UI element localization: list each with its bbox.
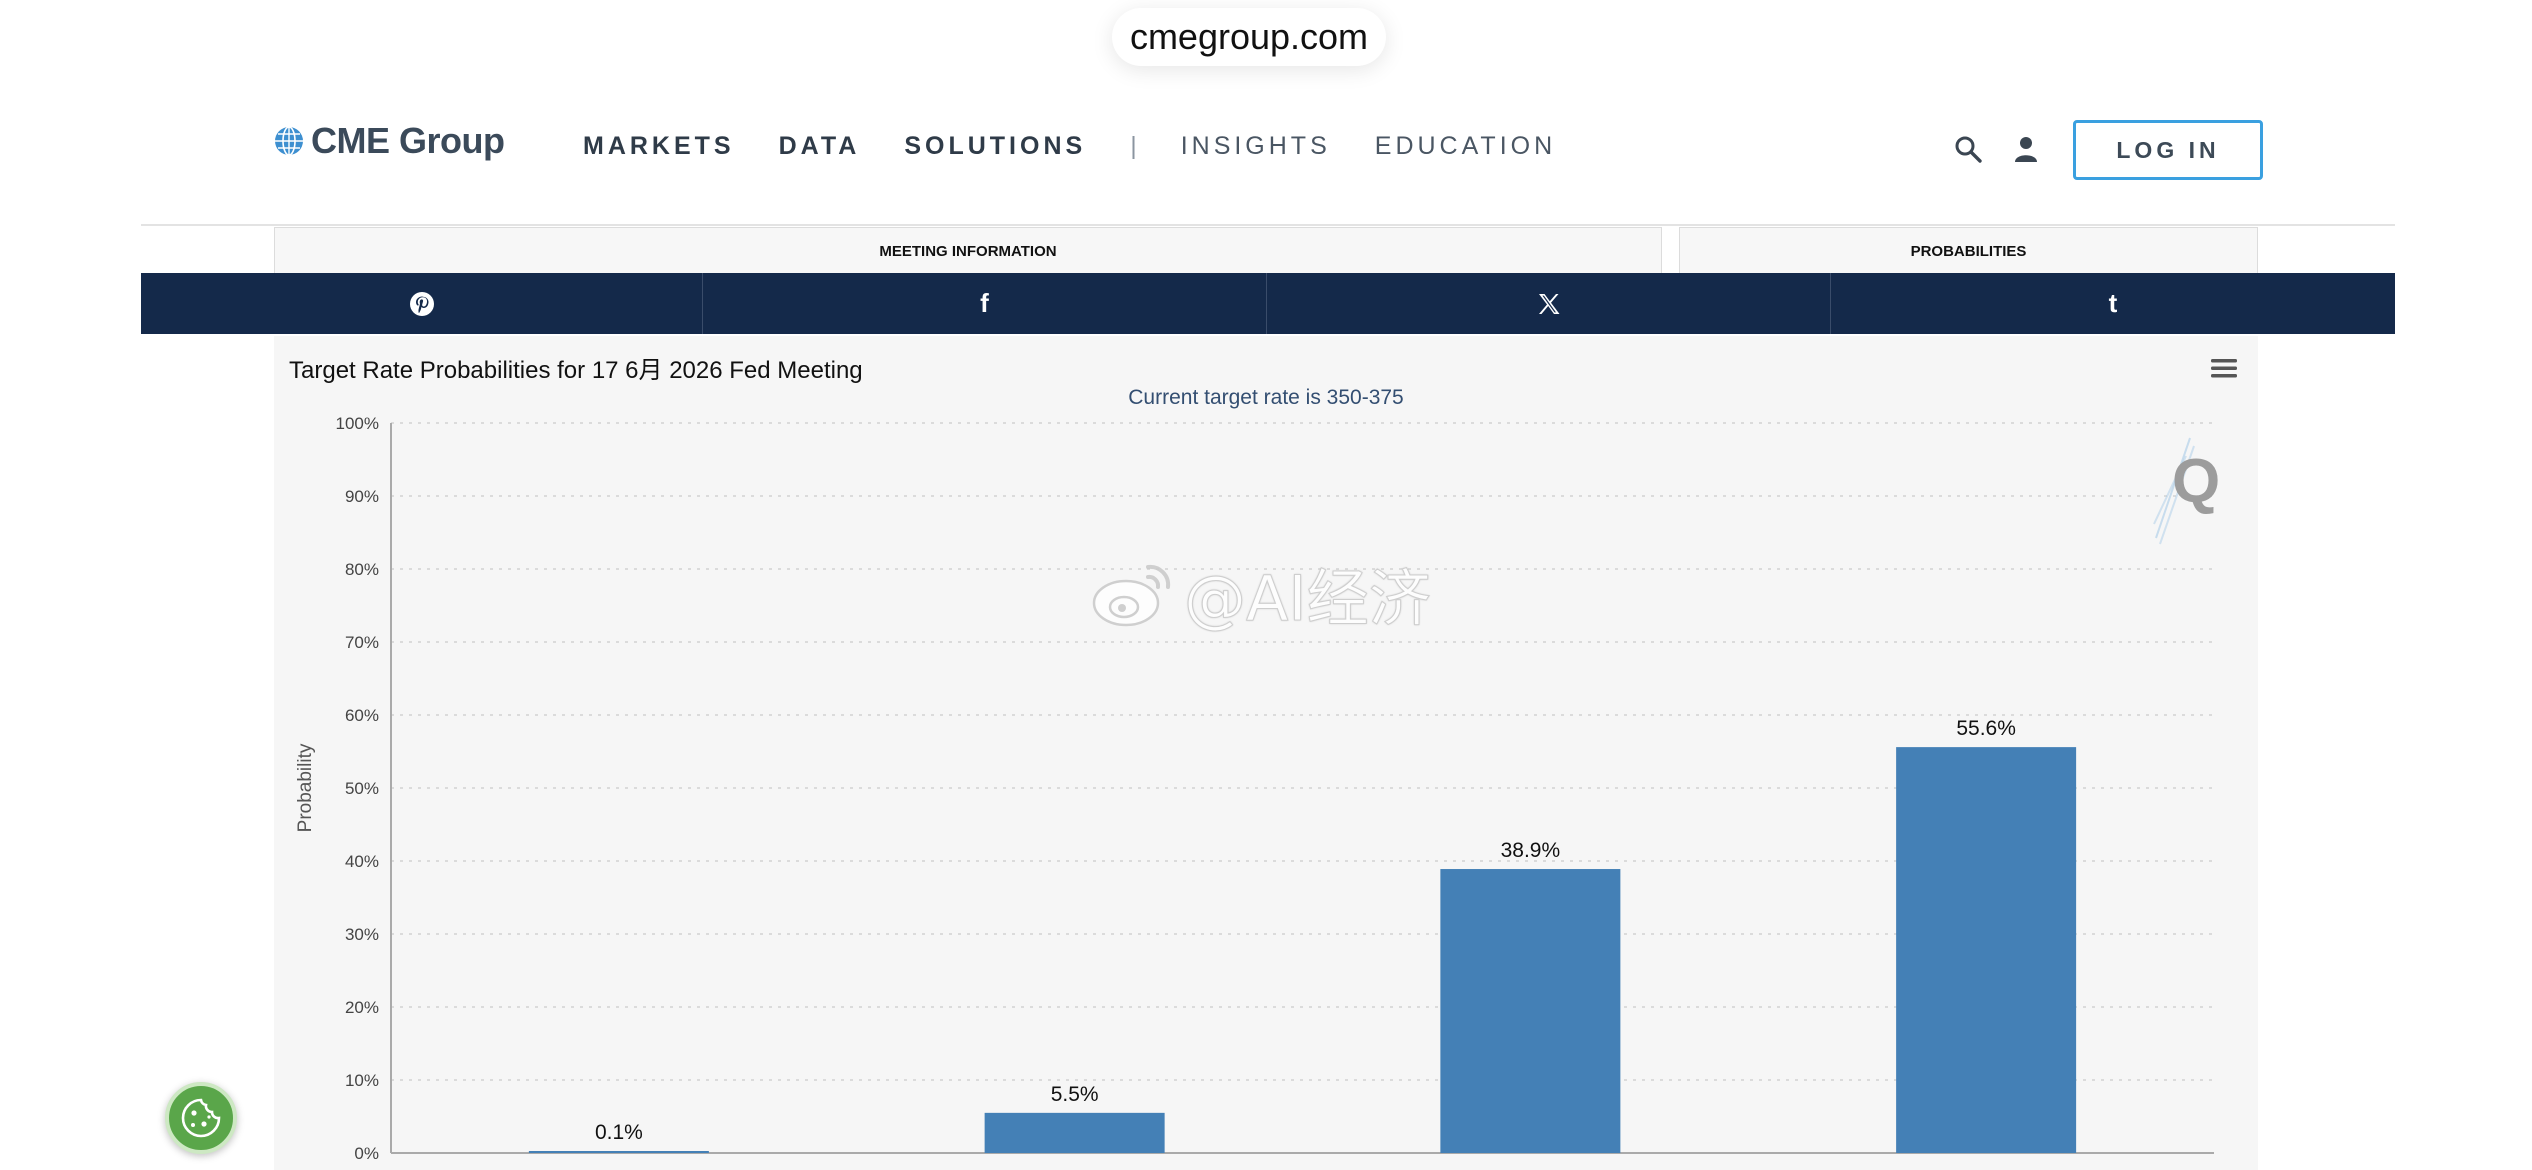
- share-x-button[interactable]: [1267, 273, 1831, 334]
- cookie-settings-button[interactable]: [165, 1082, 237, 1154]
- login-button[interactable]: LOG IN: [2073, 120, 2263, 180]
- tab-probabilities[interactable]: PROBABILITIES: [1679, 227, 2258, 275]
- nav-separator: |: [1130, 132, 1137, 160]
- share-tumblr-button[interactable]: t: [1831, 273, 2395, 334]
- y-tick-label: 30%: [345, 925, 379, 944]
- search-icon[interactable]: [1953, 134, 1983, 164]
- y-tick-label: 60%: [345, 706, 379, 725]
- main-nav: MARKETS DATA SOLUTIONS | INSIGHTS EDUCATION: [583, 132, 1600, 161]
- y-axis-label: Probability: [295, 743, 316, 832]
- y-tick-label: 0%: [354, 1144, 379, 1163]
- user-icon[interactable]: [2011, 134, 2041, 164]
- x-icon: [1538, 293, 1559, 314]
- y-tick-label: 10%: [345, 1071, 379, 1090]
- bar: [1896, 747, 2077, 1153]
- quikstrike-q-logo: Q: [2153, 437, 2220, 545]
- logo-text: CME Group: [311, 120, 505, 161]
- y-tick-label: 80%: [345, 560, 379, 579]
- share-pinterest-button[interactable]: [141, 273, 703, 334]
- y-tick-label: 90%: [345, 487, 379, 506]
- bar-data-label: 38.9%: [1501, 839, 1561, 862]
- bar: [1440, 869, 1621, 1153]
- login-label: LOG IN: [2116, 136, 2220, 163]
- tab-meeting-label: MEETING INFORMATION: [879, 242, 1057, 260]
- watermark-text: @AI经济: [1184, 562, 1432, 636]
- nav-item-data[interactable]: DATA: [778, 132, 861, 160]
- address-bar[interactable]: cmegroup.com: [1112, 8, 1386, 66]
- chart-panel: Target Rate Probabilities for 17 6月 2026…: [274, 336, 2258, 1170]
- bar: [984, 1112, 1165, 1153]
- facebook-icon: f: [980, 288, 989, 318]
- site-header: CME Group MARKETS DATA SOLUTIONS | INSIGHTS E…: [141, 92, 2395, 226]
- globe-icon: [275, 126, 303, 156]
- bar-data-label: 5.5%: [1051, 1083, 1099, 1106]
- tab-meeting-information[interactable]: MEETING INFORMATION: [274, 227, 1662, 275]
- cookie-icon: [181, 1098, 221, 1138]
- pinterest-icon: [409, 291, 434, 316]
- y-tick-label: 20%: [345, 998, 379, 1017]
- share-facebook-button[interactable]: f: [703, 273, 1267, 334]
- bar-data-label: 0.1%: [595, 1121, 643, 1144]
- chart-title: Target Rate Probabilities for 17 6月 2026…: [289, 357, 863, 384]
- nav-item-solutions[interactable]: SOLUTIONS: [904, 132, 1087, 160]
- nav-item-markets[interactable]: MARKETS: [583, 132, 735, 160]
- bar-data-label: 55.6%: [1956, 717, 2016, 740]
- nav-item-insights[interactable]: INSIGHTS: [1180, 132, 1331, 160]
- chart-menu-icon[interactable]: [2210, 356, 2238, 380]
- weibo-watermark: @AI经济: [1088, 548, 1431, 638]
- nav-item-education[interactable]: EDUCATION: [1374, 132, 1557, 160]
- y-tick-label: 100%: [336, 414, 379, 433]
- url-text: cmegroup.com: [1129, 16, 1369, 57]
- cme-group-logo[interactable]: CME Group: [273, 120, 505, 162]
- tumblr-icon: t: [2108, 288, 2118, 318]
- svg-text:Q: Q: [2172, 447, 2220, 516]
- weibo-icon: [1092, 564, 1171, 627]
- y-tick-label: 50%: [345, 779, 379, 798]
- share-bar: f t: [141, 273, 2395, 334]
- bar-chart: 0% 10% 20% 30% 40% 50% 60% 70% 80% 90% 100% Probabi…: [295, 414, 2214, 1163]
- section-tabs: MEETING INFORMATION PROBABILITIES: [274, 227, 2264, 275]
- y-tick-label: 70%: [345, 633, 379, 652]
- y-tick-label: 40%: [345, 852, 379, 871]
- chart-subtitle: Current target rate is 350-375: [1128, 386, 1404, 409]
- bar: [528, 1151, 709, 1153]
- tab-probabilities-label: PROBABILITIES: [1910, 242, 2027, 260]
